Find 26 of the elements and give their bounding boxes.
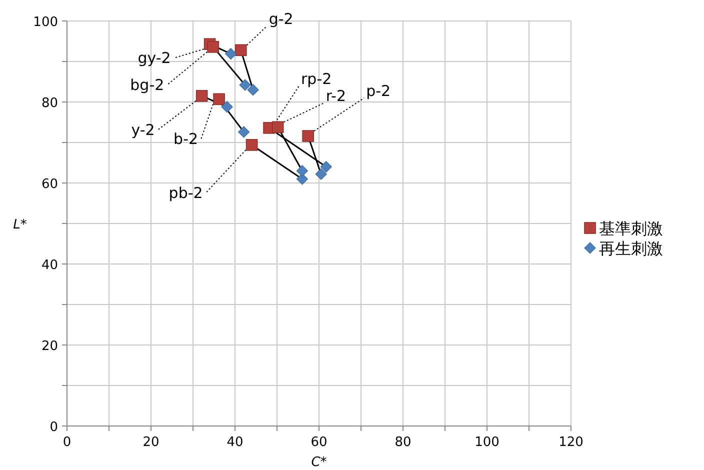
annotation: p-2 [366, 82, 391, 100]
x-tick-label: 20 [142, 435, 160, 450]
legend-label: 再生刺激 [599, 239, 663, 258]
annotation: rp-2 [301, 70, 332, 88]
annotation: pb-2 [168, 184, 203, 202]
annotation: gy-2 [138, 49, 171, 68]
x-tick-label: 80 [394, 435, 412, 450]
annotation: bg-2 [130, 76, 164, 94]
y-tick-label: 20 [41, 339, 58, 354]
y-axis-title: L* [13, 218, 28, 232]
x-tick-label: 60 [310, 435, 328, 450]
annotation: g-2 [268, 10, 294, 28]
x-axis-title: C* [311, 455, 328, 470]
annotation: y-2 [131, 120, 155, 139]
legend-label: 基準刺激 [599, 219, 663, 238]
y-tick-label: 60 [41, 177, 58, 192]
y-tick-label: 40 [41, 258, 58, 273]
x-tick-label: 0 [62, 435, 72, 450]
x-tick-label: 120 [558, 435, 584, 450]
x-tick-label: 100 [474, 435, 500, 450]
y-tick-label: 100 [33, 15, 58, 30]
x-tick-label: 40 [226, 435, 244, 450]
annotation: b-2 [174, 130, 198, 148]
y-tick-label: 0 [50, 420, 58, 435]
y-tick-label: 80 [41, 96, 58, 111]
annotation: r-2 [326, 87, 346, 106]
